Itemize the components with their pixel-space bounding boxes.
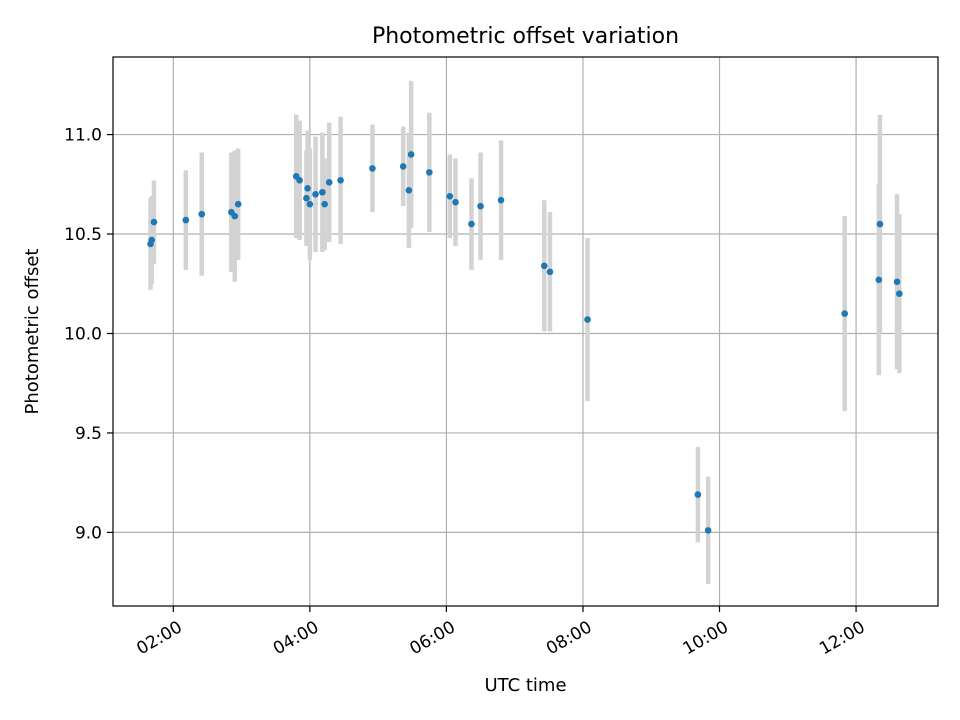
data-point bbox=[452, 198, 459, 206]
data-point bbox=[337, 177, 344, 184]
y-tick-label: 10.5 bbox=[64, 225, 102, 245]
x-tick-label: 08:00 bbox=[543, 617, 595, 659]
data-point bbox=[304, 184, 311, 192]
data-point bbox=[841, 310, 848, 317]
data-point bbox=[312, 190, 319, 198]
x-tick-label: 12:00 bbox=[816, 617, 868, 659]
data-point bbox=[296, 177, 303, 184]
data-point bbox=[150, 218, 158, 226]
data-point bbox=[325, 179, 333, 186]
data-point bbox=[399, 163, 407, 170]
data-point bbox=[321, 200, 328, 208]
data-point bbox=[704, 527, 712, 534]
data-point bbox=[405, 186, 413, 194]
x-axis: 02:00 04:00 06:00 08:00 10:00 12:00 bbox=[133, 606, 869, 659]
data-point bbox=[584, 316, 591, 323]
data-point bbox=[426, 169, 433, 176]
x-tick-label: 04:00 bbox=[270, 617, 322, 659]
data-point bbox=[876, 220, 884, 228]
data-point bbox=[477, 202, 484, 210]
data-point bbox=[303, 194, 310, 202]
data-point bbox=[497, 196, 505, 204]
data-point bbox=[306, 200, 314, 208]
grid bbox=[113, 57, 938, 606]
error-bars bbox=[148, 80, 902, 585]
y-tick-label: 10.0 bbox=[64, 324, 102, 344]
data-point bbox=[148, 236, 155, 244]
y-tick-label: 9.0 bbox=[75, 523, 102, 543]
x-axis-label: UTC time bbox=[484, 675, 566, 696]
y-tick-label: 11.0 bbox=[64, 126, 102, 146]
data-point bbox=[319, 188, 326, 196]
data-point bbox=[694, 491, 702, 498]
x-tick-label: 10:00 bbox=[680, 617, 732, 659]
y-tick-label: 9.5 bbox=[75, 424, 102, 444]
x-tick-label: 02:00 bbox=[133, 617, 185, 659]
data-point bbox=[546, 268, 554, 276]
data-points bbox=[147, 151, 903, 534]
data-point bbox=[234, 200, 242, 208]
y-axis: 9.0 9.5 10.0 10.5 11.0 bbox=[64, 126, 113, 543]
chart-title: Photometric offset variation bbox=[372, 24, 679, 49]
plot-frame bbox=[112, 56, 939, 607]
y-axis-label: Photometric offset bbox=[22, 249, 43, 415]
data-point bbox=[540, 262, 548, 270]
data-point bbox=[893, 278, 901, 286]
data-point bbox=[198, 210, 206, 218]
data-point bbox=[896, 290, 903, 298]
data-point bbox=[407, 151, 415, 158]
data-point bbox=[446, 192, 454, 200]
data-point bbox=[875, 276, 883, 284]
data-point bbox=[231, 212, 239, 220]
x-tick-label: 06:00 bbox=[406, 617, 458, 659]
data-point bbox=[468, 220, 475, 228]
data-point bbox=[369, 165, 376, 172]
data-point bbox=[182, 216, 190, 224]
